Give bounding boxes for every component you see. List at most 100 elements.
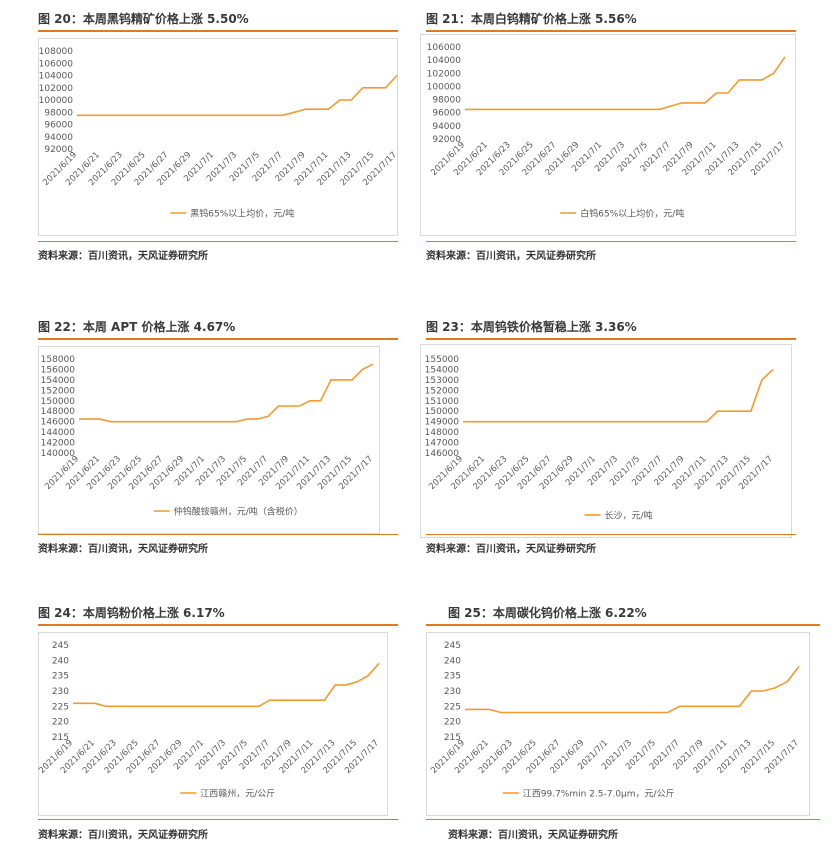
y-tick-label: 102000 [427,69,462,79]
legend-label: 江西赣州，元/公斤 [200,788,275,800]
y-tick-label: 94000 [44,133,73,143]
y-tick-label: 220 [444,718,461,728]
chart-panel-22: 图 22：本周 APT 价格上涨 4.67% 140000 142000 14400… [38,312,398,577]
y-tick-label: 235 [444,672,461,682]
legend-label: 江西99.7%min 2.5-7.0µm，元/公斤 [523,789,675,800]
chart-area: 215 220 225 230 235 240 245 2021/6/19 2021/6/21 2… [37,632,388,816]
y-tick-label: 146000 [41,418,76,428]
line-chart: 92000 94000 96000 98000 100000 102000 104000 10… [427,43,787,220]
y-tick-label: 96000 [44,121,73,131]
panel-title: 图 21：本周白钨精矿价格上涨 5.56% [426,12,637,26]
legend-label: 仲钨酸铵赣州，元/吨（含税价） [174,506,303,518]
series-line [77,74,398,117]
source-rule [38,241,398,242]
chart-panel-24: 图 24：本周钨粉价格上涨 6.17% 215 220 225 230 235 240 24… [37,598,398,853]
source-note: 资料来源：百川资讯，天风证券研究所 [426,251,596,262]
series-line [465,666,800,714]
y-tick-label: 100000 [427,82,462,92]
y-tick-label: 144000 [41,428,76,438]
y-tick-label: 96000 [432,109,461,119]
title-rule [38,338,398,340]
panel-title: 图 24：本周钨粉价格上涨 6.17% [38,606,225,620]
panel-title: 图 20：本周黑钨精矿价格上涨 5.50% [38,12,249,26]
title-rule [38,624,398,626]
y-tick-label: 153000 [425,376,460,386]
chart-area: 92000 94000 96000 98000 100000 102000 104000 10… [420,34,796,236]
y-tick-label: 154000 [41,376,76,386]
chart-area: 140000 142000 144000 146000 148000 150000 1520… [38,346,380,534]
y-tick-label: 100000 [39,96,74,106]
y-tick-label: 146000 [425,449,460,459]
y-tick-label: 147000 [425,439,460,449]
y-tick-label: 155000 [425,355,460,365]
series-line [463,368,774,423]
line-chart: 2152202252302352402452021/6/192021/6/212… [37,641,381,800]
series-line [73,662,380,708]
y-tick-label: 152000 [425,386,460,396]
y-tick-label: 158000 [41,355,76,365]
y-tick-label: 106000 [427,43,462,53]
title-rule [426,624,820,626]
title-rule [426,338,796,340]
line-chart: 2152202252302352402452021/6/192021/6/212… [429,641,801,800]
y-tick-label: 230 [52,687,69,697]
y-tick-label: 220 [52,718,69,728]
y-tick-label: 154000 [425,365,460,375]
source-rule [426,241,796,242]
legend-label: 黑钨65%以上均价，元/吨 [190,208,294,220]
y-tick-label: 230 [444,687,461,697]
y-tick-label: 106000 [39,59,74,69]
y-tick-label: 94000 [432,122,461,132]
panel-title: 图 25：本周碳化钨价格上涨 6.22% [448,606,647,620]
y-tick-label: 92000 [44,145,73,155]
line-chart: 1460001470001480001490001500001510001520… [425,355,775,522]
source-note: 资料来源：百川资讯，天风证券研究所 [38,544,208,555]
legend-label: 长沙，元/吨 [605,510,653,522]
y-tick-label: 98000 [44,108,73,118]
y-tick-label: 150000 [41,397,76,407]
y-tick-label: 225 [52,702,69,712]
y-tick-label: 148000 [425,428,460,438]
y-tick-label: 152000 [41,386,76,396]
y-tick-label: 150000 [425,407,460,417]
chart-area: 215 220 225 230 235 240 245 2021/6/19 2021/6/21 2… [426,632,810,816]
title-rule [38,30,398,32]
source-rule [426,534,796,535]
y-tick-label: 225 [444,702,461,712]
y-tick-label: 92000 [432,135,461,145]
y-tick-label: 215 [52,733,69,743]
title-rule [426,30,796,32]
series-line [79,363,374,423]
source-note: 资料来源：百川资讯，天风证券研究所 [38,830,208,841]
y-tick-label: 156000 [41,365,76,375]
source-note: 资料来源：百川资讯，天风证券研究所 [426,544,596,555]
chart-panel-23: 图 23：本周钨铁价格暂稳上涨 3.36% 146000 147000 148000… [420,312,796,577]
source-rule [426,819,820,820]
y-tick-label: 240 [52,656,69,666]
source-rule [38,819,398,820]
y-tick-label: 102000 [39,84,74,94]
chart-panel-20: 图 20：本周黑钨精矿价格上涨 5.50% 92000 94000 96000 980… [38,0,399,270]
source-note: 资料来源：百川资讯，天风证券研究所 [38,251,208,262]
chart-panel-25: 图 25：本周碳化钨价格上涨 6.22% 215 220 225 230 235 240 2… [426,598,820,853]
y-tick-label: 215 [444,733,461,743]
chart-area: 92000 94000 96000 98000 100000 102000 104000 10… [38,38,399,236]
line-chart: 1400001420001440001460001480001500001520… [41,355,375,518]
y-tick-label: 149000 [425,418,460,428]
y-tick-label: 142000 [41,439,76,449]
y-tick-label: 151000 [425,397,460,407]
source-note: 资料来源：百川资讯，天风证券研究所 [448,830,618,841]
y-tick-label: 148000 [41,407,76,417]
panel-title: 图 22：本周 APT 价格上涨 4.67% [38,320,236,334]
y-tick-label: 245 [444,641,461,651]
series-line [465,56,786,111]
line-chart: 92000 94000 96000 98000 100000 102000 104000 10… [39,47,399,220]
legend-label: 白钨65%以上均价，元/吨 [580,208,684,220]
y-tick-label: 140000 [41,449,76,459]
y-tick-label: 245 [52,641,69,651]
y-tick-label: 108000 [39,47,74,57]
chart-panel-21: 图 21：本周白钨精矿价格上涨 5.56% 92000 94000 96000 980… [420,0,796,270]
y-tick-label: 104000 [427,56,462,66]
chart-area: 146000 147000 148000 149000 150000 151000 1520… [420,344,792,538]
y-tick-label: 98000 [432,96,461,106]
